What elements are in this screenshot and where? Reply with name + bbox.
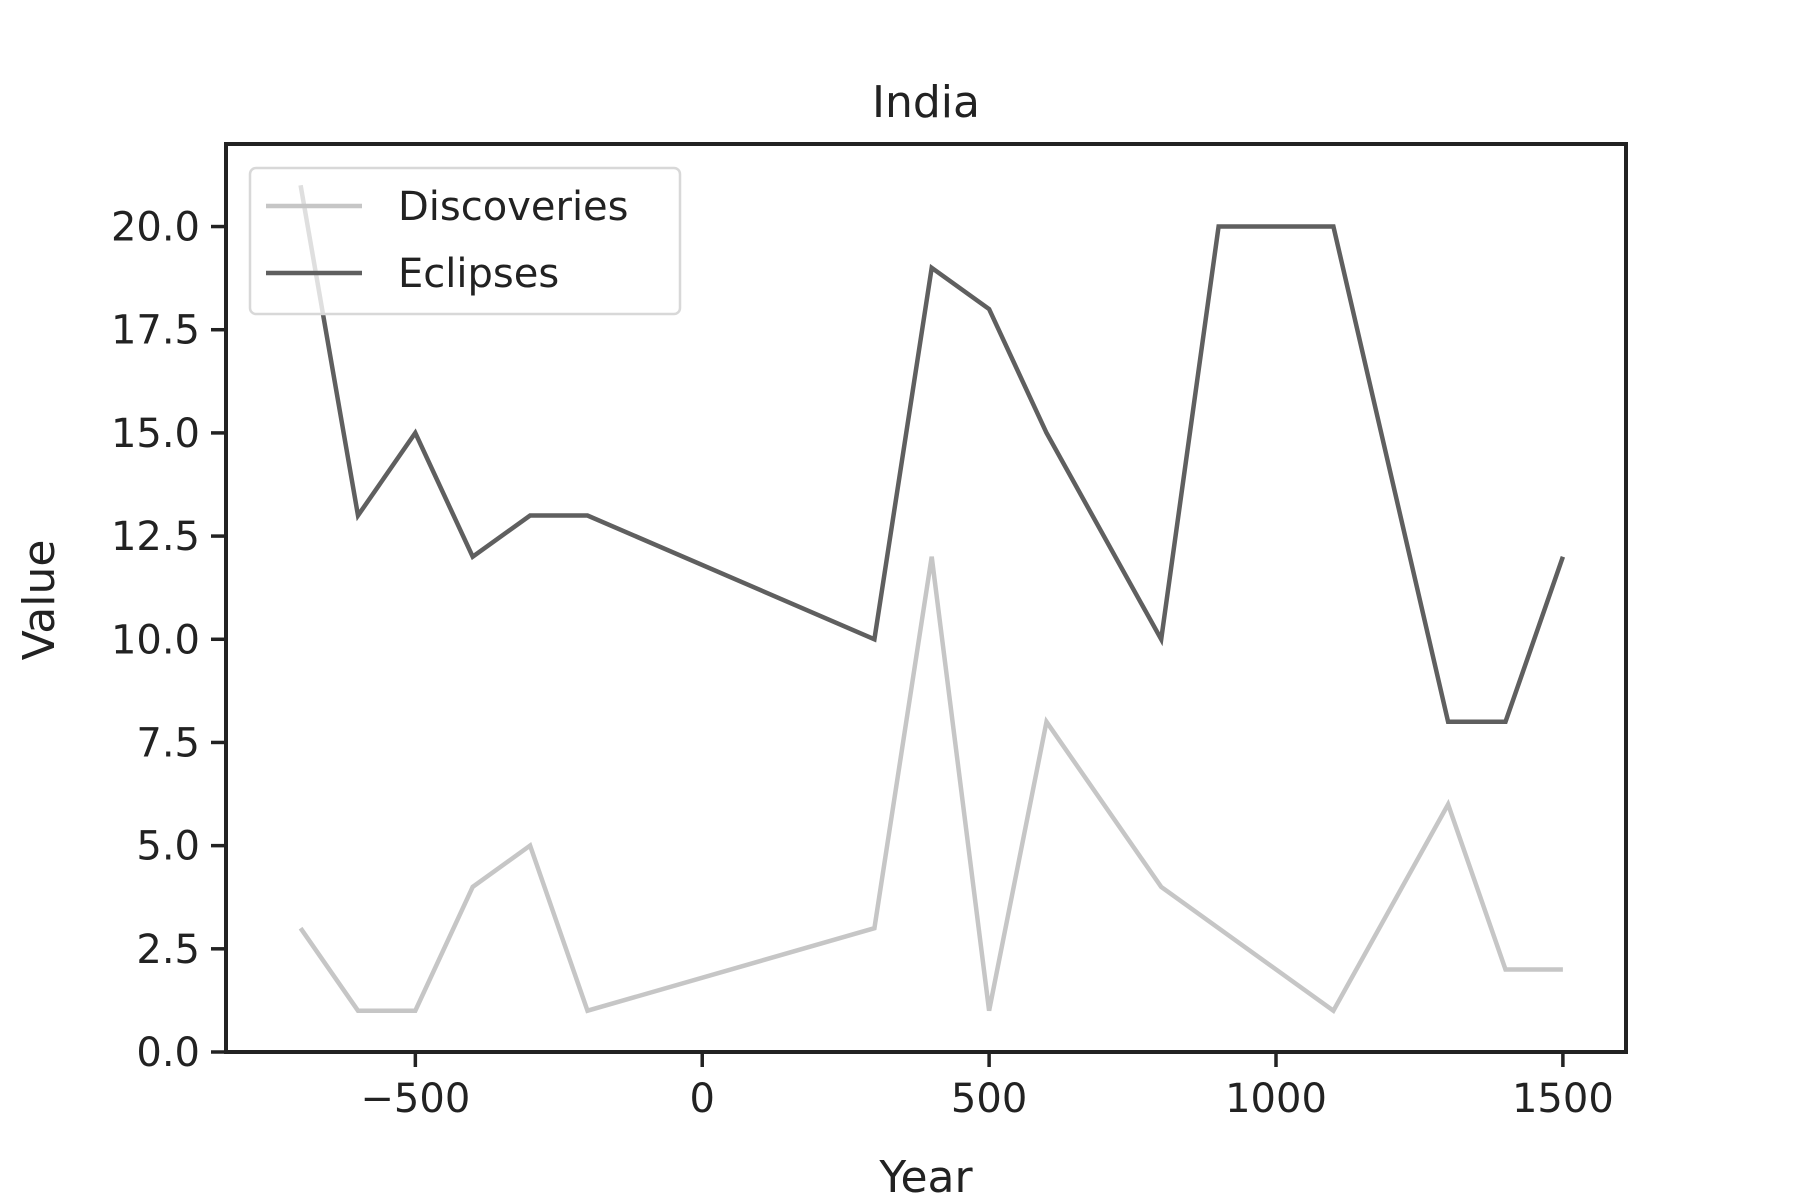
y-tick-label: 12.5: [111, 514, 200, 560]
x-axis-label: Year: [878, 1152, 973, 1200]
series-layer: [298, 184, 1566, 1015]
x-tick-label: −500: [360, 1076, 470, 1122]
legend: Discoveries Eclipses: [248, 166, 682, 316]
x-tick-label: 0: [690, 1076, 715, 1122]
y-tick-label: 2.5: [136, 927, 200, 973]
y-tick-label: 15.0: [111, 411, 200, 457]
series-line-discoveries: [298, 556, 1563, 1015]
y-tick-label: 7.5: [136, 720, 200, 766]
y-tick-label: 5.0: [136, 824, 200, 870]
y-tick-label: 17.5: [111, 308, 200, 354]
y-tick-label: 10.0: [111, 617, 200, 663]
legend-label-discoveries: Discoveries: [398, 184, 629, 230]
y-tick-label: 0.0: [136, 1030, 200, 1076]
ticks-layer: −500 0 500 1000 1500 0.0 2.5 5.0 7.5 10.0 12.5 15.0…: [111, 205, 1614, 1122]
x-tick-label: 1000: [1225, 1076, 1327, 1122]
x-tick-label: 500: [951, 1076, 1027, 1122]
series-line-eclipses: [298, 184, 1566, 725]
chart-title: India: [872, 77, 980, 128]
y-axis-label: Value: [14, 540, 65, 661]
plot-frame: [224, 142, 1628, 1054]
legend-label-eclipses: Eclipses: [398, 251, 559, 297]
y-tick-label: 20.0: [111, 205, 200, 251]
x-tick-label: 1500: [1512, 1076, 1614, 1122]
